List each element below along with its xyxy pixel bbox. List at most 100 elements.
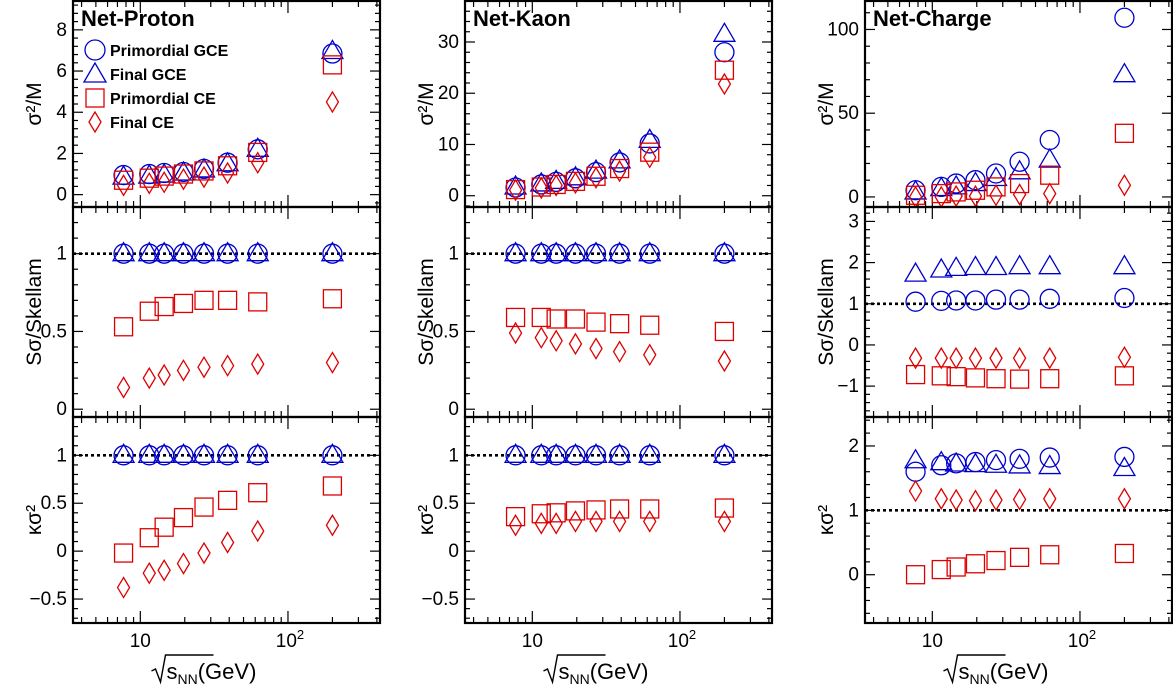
- legend-marker-diamond: [88, 110, 102, 134]
- x-axis-label-subscript: NN: [178, 671, 198, 687]
- data-point-square: [154, 517, 174, 537]
- data-point-square: [139, 528, 159, 548]
- data-point-triangle: [111, 443, 136, 463]
- data-point-diamond: [116, 576, 131, 599]
- series-circle: [905, 7, 1135, 201]
- y-axis-label: σ²/M: [415, 82, 438, 125]
- data-point-square: [1040, 545, 1060, 565]
- data-point-square: [586, 312, 606, 332]
- data-point-triangle: [544, 241, 568, 262]
- data-point-diamond: [642, 510, 657, 533]
- data-point-circle: [639, 243, 660, 264]
- data-point-square: [1114, 123, 1135, 143]
- data-point-circle: [1114, 287, 1135, 309]
- y-tick-label: 30: [438, 32, 459, 53]
- data-point-diamond: [508, 178, 523, 202]
- y-tick-label: 0.5: [433, 321, 459, 342]
- data-point-triangle: [584, 158, 608, 179]
- data-point-circle: [113, 445, 134, 466]
- data-point-triangle: [563, 241, 588, 262]
- plot-frame: [71, 415, 382, 625]
- data-point-square: [609, 158, 630, 179]
- data-point-diamond: [612, 340, 627, 363]
- series-circle: [113, 243, 343, 264]
- y-tick-label: 100: [827, 19, 859, 40]
- data-point-circle: [945, 290, 967, 311]
- y-tick-label: 2: [848, 436, 859, 457]
- data-point-triangle: [1007, 453, 1032, 474]
- y-axis-label: Sσ/Skellam: [23, 258, 46, 366]
- data-point-triangle: [192, 443, 216, 463]
- data-point-diamond: [157, 363, 171, 387]
- y-tick-label: 3: [848, 211, 859, 232]
- data-point-circle: [905, 461, 926, 482]
- data-point-square: [1040, 369, 1060, 389]
- data-point-circle: [714, 445, 735, 466]
- data-point-diamond: [1012, 488, 1027, 511]
- legend-label: Primordial GCE: [110, 43, 229, 60]
- y-tick-label: 2: [848, 253, 859, 274]
- data-point-square: [113, 543, 134, 563]
- series-triangle: [503, 241, 737, 262]
- series-diamond: [116, 351, 340, 399]
- y-tick-label: 0: [56, 399, 67, 420]
- data-point-circle: [714, 42, 735, 63]
- data-point-diamond: [642, 146, 657, 169]
- series-triangle: [903, 62, 1137, 200]
- y-tick-label: 0: [848, 335, 859, 356]
- data-point-diamond: [142, 172, 157, 195]
- data-point-diamond: [325, 90, 340, 114]
- series-square: [505, 498, 735, 527]
- data-point-diamond: [534, 176, 549, 200]
- subplot-1-1: 0 0.5 1 Sσ/Skellam: [415, 205, 774, 420]
- y-tick-label: 50: [838, 103, 859, 124]
- sqrt-sign: [151, 654, 214, 685]
- subplot-2-2: 0 1 2 κσ²: [815, 415, 1173, 625]
- data-point-diamond: [220, 354, 235, 377]
- legend-label: Primordial CE: [110, 91, 216, 108]
- legend-marker-circle: [84, 39, 106, 61]
- data-point-square: [905, 565, 926, 585]
- data-point-circle: [322, 43, 343, 64]
- data-point-triangle: [1038, 147, 1062, 168]
- data-point-diamond: [1042, 346, 1057, 370]
- data-point-square: [217, 156, 238, 176]
- series-diamond: [508, 321, 732, 373]
- data-point-diamond: [934, 487, 949, 511]
- data-point-triangle: [607, 148, 632, 169]
- data-point-diamond: [157, 171, 171, 194]
- data-point-diamond: [968, 489, 983, 512]
- y-tick-label: 0: [848, 565, 859, 586]
- data-point-diamond: [116, 376, 131, 399]
- data-point-square: [173, 293, 194, 314]
- series-square: [113, 476, 343, 563]
- legend-label: Final GCE: [110, 67, 187, 84]
- data-point-diamond: [197, 165, 211, 189]
- data-point-square: [154, 166, 174, 186]
- data-point-circle: [505, 243, 526, 264]
- data-point-diamond: [549, 329, 563, 353]
- data-point-triangle: [984, 255, 1008, 276]
- data-point-triangle: [984, 452, 1008, 473]
- plot-frame: [863, 205, 1173, 419]
- y-tick-label: 1: [56, 445, 67, 466]
- data-point-diamond: [989, 488, 1003, 512]
- legend-marker-triangle: [82, 61, 108, 83]
- data-point-triangle: [246, 443, 270, 463]
- x-tick-label: 10: [130, 631, 151, 652]
- subplot-1-0: 0 10 20 30 σ²/M Net-Kaon: [415, 0, 774, 209]
- x-axis-label-unit: (GeV): [990, 659, 1049, 684]
- data-point-circle: [931, 455, 952, 476]
- series-triangle: [503, 22, 737, 195]
- data-point-square: [113, 170, 134, 190]
- series-diamond: [116, 514, 340, 599]
- series-circle: [905, 287, 1135, 312]
- data-point-triangle: [1112, 62, 1137, 83]
- data-point-circle: [714, 243, 735, 264]
- data-point-diamond: [568, 510, 583, 533]
- series-diamond: [508, 72, 732, 202]
- data-point-circle: [985, 163, 1007, 184]
- x-tick-exponent: 2: [297, 627, 304, 642]
- data-point-square: [139, 301, 159, 321]
